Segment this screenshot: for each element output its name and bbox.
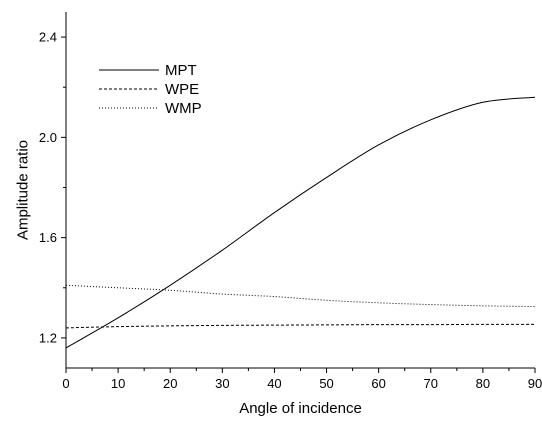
y-tick-label: 1.6 xyxy=(39,230,57,245)
x-tick-label: 80 xyxy=(476,376,490,391)
x-tick-label: 90 xyxy=(528,376,542,391)
y-tick-label: 2.4 xyxy=(39,30,57,45)
x-tick-label: 70 xyxy=(424,376,438,391)
legend-label-mpt: MPT xyxy=(165,62,197,79)
axes: 0 10 20 30 40 50 60 70 80 90 1.2 1.6 2.0 2.4 xyxy=(39,12,542,391)
x-tick-label: 10 xyxy=(111,376,125,391)
x-tick-label: 50 xyxy=(319,376,333,391)
y-tick-label: 2.0 xyxy=(39,130,57,145)
series-line-mpt xyxy=(65,96,536,349)
x-tick-label: 60 xyxy=(371,376,385,391)
x-axis-title: Angle of incidence xyxy=(239,400,362,417)
series-layer xyxy=(65,96,536,349)
x-tick-label: 40 xyxy=(267,376,281,391)
series-line-wpe xyxy=(65,323,536,329)
legend-label-wpe: WPE xyxy=(165,81,199,98)
legend-label-wmp: WMP xyxy=(165,100,202,117)
x-tick-label: 30 xyxy=(215,376,229,391)
y-tick-label: 1.2 xyxy=(39,330,57,345)
series-line-wmp xyxy=(65,284,536,308)
legend: MPT WPE WMP xyxy=(99,62,202,117)
x-tick-label: 20 xyxy=(163,376,177,391)
x-tick-label: 0 xyxy=(62,376,69,391)
y-axis-title: Amplitude ratio xyxy=(14,140,31,240)
